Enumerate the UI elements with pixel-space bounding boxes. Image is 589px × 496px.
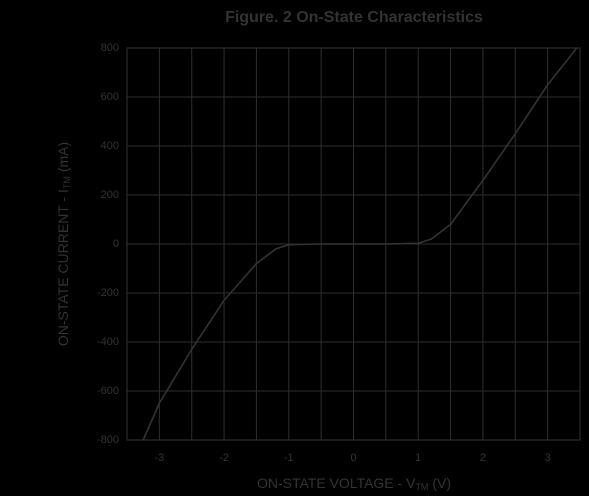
x-axis-title-sub: TM — [415, 482, 428, 492]
x-tick-label: 0 — [350, 452, 356, 464]
x-tick-label: -3 — [154, 452, 164, 464]
x-axis-title: ON-STATE VOLTAGE - VTM (V) — [257, 475, 451, 493]
y-tick-label: 0 — [113, 238, 119, 250]
y-tick-label: -600 — [97, 385, 119, 397]
x-tick-label: 1 — [415, 452, 421, 464]
chart-title: Figure. 2 On-State Characteristics — [225, 9, 483, 26]
y-tick-label: -800 — [97, 434, 119, 446]
x-tick-label: 3 — [545, 452, 551, 464]
y-axis-title-sub: TM — [62, 176, 72, 189]
y-axis-title-unit: (mA) — [55, 142, 71, 176]
y-tick-label: 600 — [101, 91, 119, 103]
x-tick-label: -1 — [284, 452, 294, 464]
y-tick-label: 200 — [101, 189, 119, 201]
x-axis-title-unit: (V) — [428, 475, 451, 491]
x-tick-label: 2 — [480, 452, 486, 464]
y-tick-label: -400 — [97, 336, 119, 348]
y-axis-title: ON-STATE CURRENT - ITM (mA) — [55, 142, 73, 346]
series-line — [142, 47, 578, 441]
y-tick-label: 400 — [101, 140, 119, 152]
plot-border — [126, 47, 581, 441]
y-axis-title-main: ON-STATE CURRENT - I — [55, 189, 71, 346]
x-tick-label: -2 — [219, 452, 229, 464]
x-axis-title-main: ON-STATE VOLTAGE - V — [257, 475, 416, 491]
y-tick-label: -200 — [97, 287, 119, 299]
y-tick-label: 800 — [101, 42, 119, 54]
